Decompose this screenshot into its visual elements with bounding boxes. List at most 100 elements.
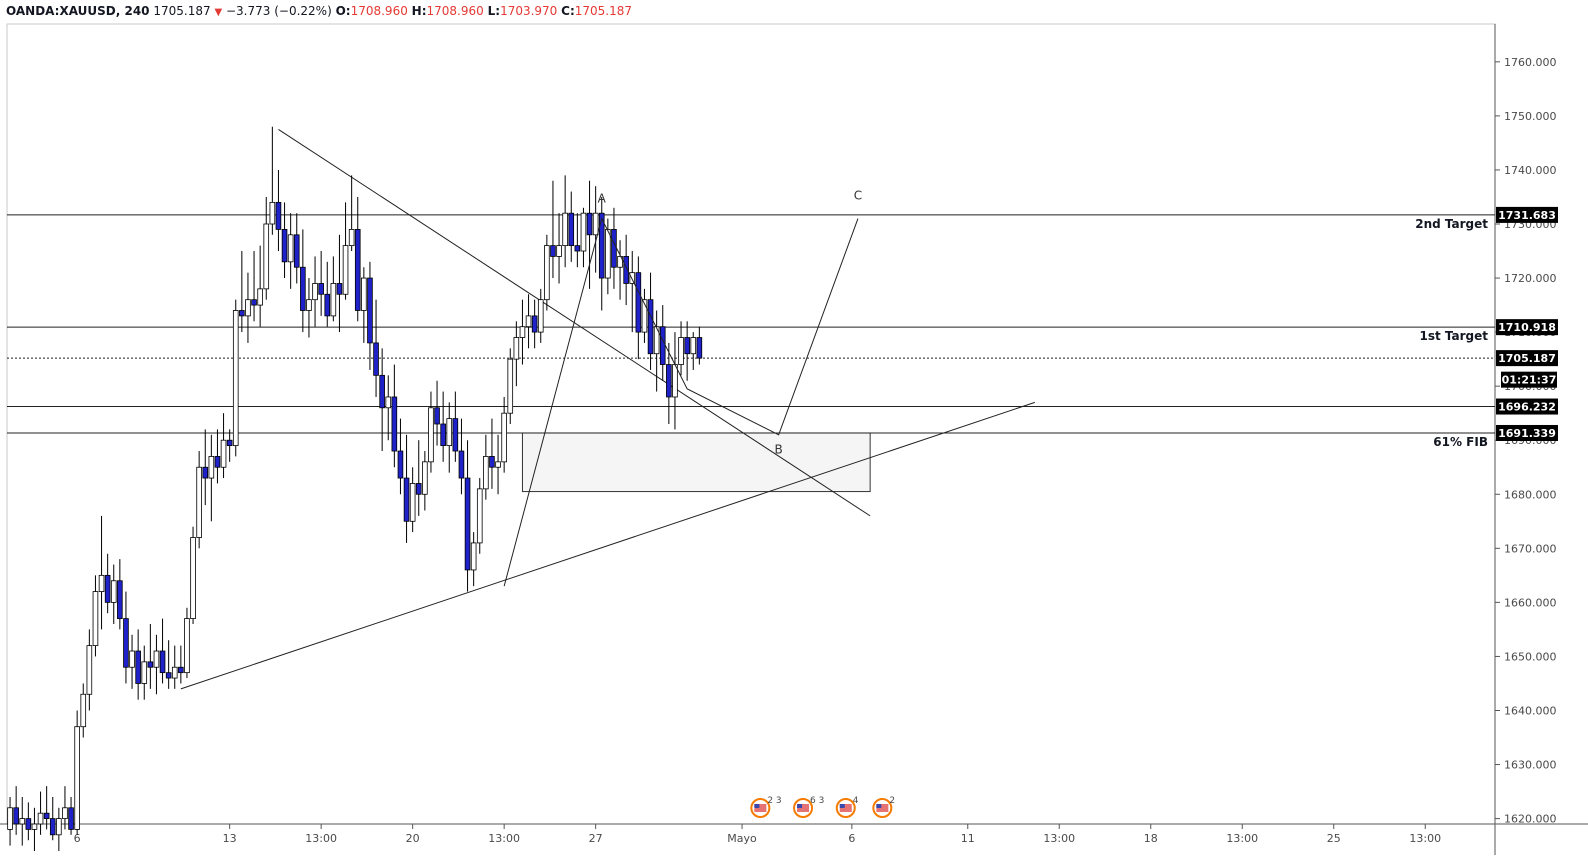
candle[interactable] xyxy=(550,180,556,279)
candle[interactable] xyxy=(690,332,697,370)
candle[interactable] xyxy=(7,796,13,846)
candle[interactable] xyxy=(562,175,568,268)
candle[interactable] xyxy=(275,169,282,252)
candle[interactable] xyxy=(245,272,251,343)
candle[interactable] xyxy=(483,434,489,500)
candle[interactable] xyxy=(13,786,19,835)
candle[interactable] xyxy=(220,413,227,479)
candle[interactable] xyxy=(592,186,599,273)
candle[interactable] xyxy=(544,234,550,311)
candle[interactable] xyxy=(80,683,87,738)
candle[interactable] xyxy=(214,429,221,484)
candle[interactable] xyxy=(409,467,416,533)
candle[interactable] xyxy=(281,202,288,279)
candles[interactable] xyxy=(7,126,703,852)
candle[interactable] xyxy=(647,272,654,370)
candle[interactable] xyxy=(226,429,233,462)
candle[interactable] xyxy=(635,256,642,360)
candle[interactable] xyxy=(62,786,68,830)
candle[interactable] xyxy=(312,256,318,327)
plot-area[interactable] xyxy=(6,23,1496,825)
event-marker[interactable]: 6 3 xyxy=(793,796,824,818)
candle[interactable] xyxy=(19,796,26,846)
candle[interactable] xyxy=(208,434,215,522)
candle[interactable] xyxy=(623,234,629,306)
candle[interactable] xyxy=(422,451,428,511)
candle[interactable] xyxy=(501,396,507,473)
candle[interactable] xyxy=(489,418,495,489)
candle[interactable] xyxy=(385,375,392,441)
candle[interactable] xyxy=(336,234,343,333)
candle[interactable] xyxy=(379,348,385,452)
candle[interactable] xyxy=(306,278,312,338)
candle[interactable] xyxy=(202,429,209,506)
event-marker[interactable]: 2 3 xyxy=(750,796,782,818)
candle[interactable] xyxy=(348,175,355,252)
candle[interactable] xyxy=(123,591,129,684)
candle[interactable] xyxy=(440,391,446,462)
candle[interactable] xyxy=(519,299,526,365)
candle[interactable] xyxy=(196,451,202,549)
abc-wave-path[interactable] xyxy=(503,217,859,587)
candle[interactable] xyxy=(330,256,337,322)
candle[interactable] xyxy=(403,434,410,543)
candle[interactable] xyxy=(147,624,154,689)
candle[interactable] xyxy=(68,796,74,835)
candle[interactable] xyxy=(92,575,99,657)
candle[interactable] xyxy=(31,807,38,852)
candle[interactable] xyxy=(537,288,544,343)
candle[interactable] xyxy=(300,229,306,333)
candle[interactable] xyxy=(25,802,32,841)
candle[interactable] xyxy=(458,418,465,495)
candle[interactable] xyxy=(232,299,239,457)
candle[interactable] xyxy=(86,629,93,711)
event-marker[interactable]: 4 xyxy=(835,796,859,818)
candle[interactable] xyxy=(598,196,605,311)
candle[interactable] xyxy=(117,559,123,630)
candle[interactable] xyxy=(513,321,520,387)
candle[interactable] xyxy=(153,634,160,695)
candle[interactable] xyxy=(56,807,62,852)
candle[interactable] xyxy=(397,418,404,495)
candle[interactable] xyxy=(434,380,440,446)
candle[interactable] xyxy=(653,310,660,392)
candle[interactable] xyxy=(141,645,148,700)
candle[interactable] xyxy=(464,440,471,592)
candle[interactable] xyxy=(324,261,331,327)
candle[interactable] xyxy=(428,391,434,473)
candle[interactable] xyxy=(129,634,135,689)
candle[interactable] xyxy=(684,321,690,381)
candle[interactable] xyxy=(251,251,257,322)
candle[interactable] xyxy=(74,710,80,835)
candle[interactable] xyxy=(641,288,648,343)
candle[interactable] xyxy=(159,618,166,684)
candle[interactable] xyxy=(104,553,111,614)
candle[interactable] xyxy=(367,261,373,370)
candle[interactable] xyxy=(171,645,178,689)
event-marker[interactable]: 2 xyxy=(872,796,895,818)
candle[interactable] xyxy=(293,213,300,284)
candle[interactable] xyxy=(391,364,398,468)
time-axis[interactable]: 6 13 13:00 20 13:00 27 Mayo 6 11 13:00 18 13:00 25 13… xyxy=(74,824,1441,845)
candle[interactable] xyxy=(580,207,587,268)
candle[interactable] xyxy=(629,251,636,333)
candle[interactable] xyxy=(531,299,538,349)
candle[interactable] xyxy=(507,348,514,424)
candle[interactable] xyxy=(525,294,532,349)
demand-zone-rect[interactable] xyxy=(521,432,871,493)
candle[interactable] xyxy=(269,126,276,235)
candle[interactable] xyxy=(476,478,483,554)
candle[interactable] xyxy=(257,245,263,327)
candle[interactable] xyxy=(666,342,672,424)
candle[interactable] xyxy=(556,213,562,284)
candle[interactable] xyxy=(184,607,190,679)
candle[interactable] xyxy=(696,326,703,365)
candle[interactable] xyxy=(678,321,684,376)
symbol-label[interactable]: OANDA:XAUUSD, 240 xyxy=(6,4,150,18)
candle[interactable] xyxy=(452,391,459,462)
candle[interactable] xyxy=(37,791,44,835)
candle[interactable] xyxy=(239,251,245,333)
candle[interactable] xyxy=(568,191,575,262)
lower-trendline[interactable] xyxy=(180,401,1036,690)
